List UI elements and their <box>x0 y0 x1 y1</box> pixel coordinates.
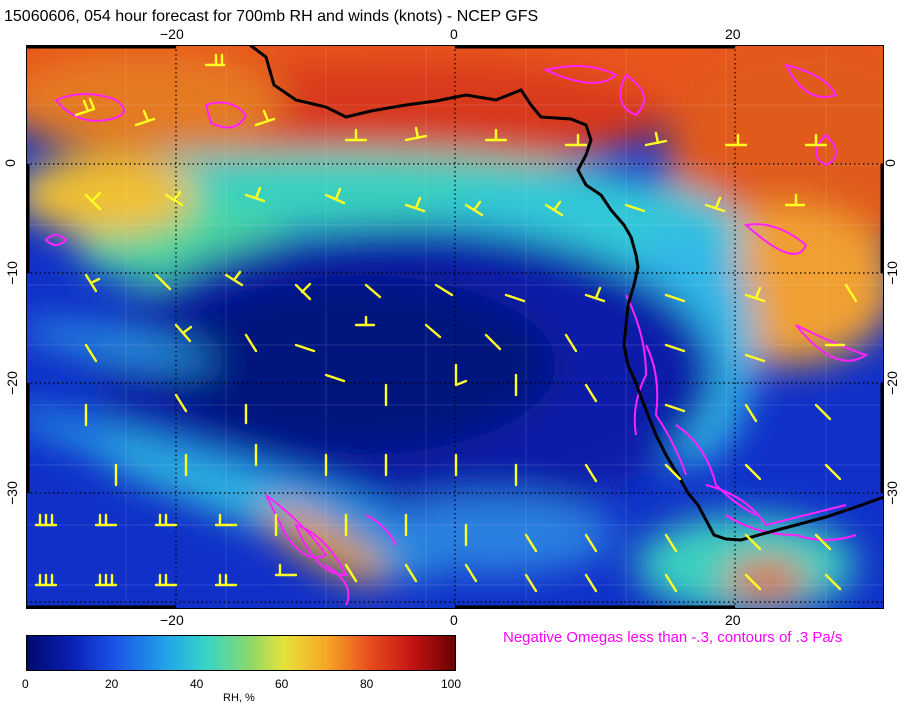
right-tick-neg20: −20 <box>883 371 900 395</box>
colorbar <box>26 635 456 671</box>
colorbar-tick-40: 40 <box>190 677 204 691</box>
bottom-tick-20: 20 <box>725 612 741 628</box>
rh-wind-map <box>26 45 884 609</box>
bottom-tick-0: 0 <box>450 612 458 628</box>
bottom-tick-neg20: −20 <box>160 612 184 628</box>
coastline <box>249 45 884 542</box>
map-canvas <box>26 45 884 609</box>
colorbar-label: RH, % <box>223 692 255 704</box>
right-tick-0: 0 <box>881 159 898 167</box>
top-tick-20: 20 <box>725 26 741 42</box>
left-tick-neg10: −10 <box>3 261 20 285</box>
colorbar-tick-0: 0 <box>22 677 29 691</box>
rh-field <box>26 45 884 609</box>
right-tick-neg10: −10 <box>883 261 900 285</box>
omega-contours <box>44 63 869 606</box>
colorbar-tick-60: 60 <box>275 677 289 691</box>
colorbar-tick-20: 20 <box>105 677 119 691</box>
top-tick-0: 0 <box>450 26 458 42</box>
omega-note: Negative Omegas less than -.3, contours … <box>503 629 843 646</box>
left-tick-neg20: −20 <box>3 371 20 395</box>
colorbar-tick-80: 80 <box>360 677 374 691</box>
map-title: 15060606, 054 hour forecast for 700mb RH… <box>4 8 539 25</box>
right-tick-neg30: −30 <box>883 481 900 505</box>
wind-barbs <box>34 53 858 593</box>
left-tick-neg30: −30 <box>3 481 20 505</box>
left-tick-0: 0 <box>1 159 18 167</box>
top-tick-neg20: −20 <box>160 26 184 42</box>
colorbar-tick-100: 100 <box>441 677 462 691</box>
axis-bars <box>26 45 884 609</box>
